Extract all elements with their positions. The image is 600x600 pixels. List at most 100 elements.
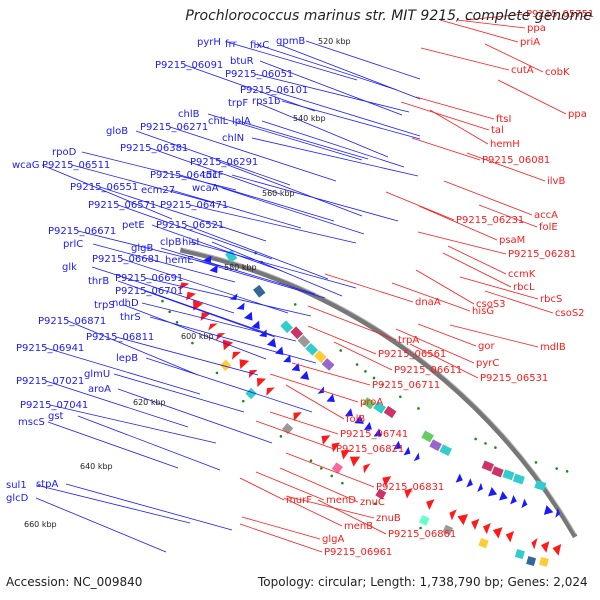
reverse-gene-arrow	[531, 537, 538, 550]
reverse-gene-label: pyrC	[476, 358, 499, 369]
forward-gene-label: stpA	[36, 479, 58, 490]
forward-gene-arrow	[510, 494, 517, 505]
reverse-leader-line	[484, 43, 544, 73]
label-lines	[35, 13, 567, 553]
forward-leader-line	[189, 241, 357, 289]
forward-gene-label: thrS	[120, 312, 141, 323]
reverse-leader-line	[420, 47, 510, 71]
forward-gene-label: P9215_06571	[88, 200, 156, 211]
forward-gene-label: P9215_06471	[160, 200, 228, 211]
reverse-leader-line	[307, 305, 397, 341]
reverse-gene-label: csoS2	[555, 308, 585, 319]
reverse-gene-label: accA	[534, 210, 558, 221]
forward-leader-line	[211, 241, 343, 297]
forward-gene-arrow	[326, 393, 335, 402]
track-tick	[175, 321, 179, 324]
reverse-leader-line	[415, 269, 475, 305]
reverse-gene-label: gor	[478, 341, 495, 352]
forward-leader-line	[219, 161, 363, 217]
category-block	[331, 462, 343, 474]
forward-gene-label: P9215_06271	[140, 122, 208, 133]
category-block	[421, 430, 434, 443]
forward-gene-label: P9215_06691	[115, 273, 183, 284]
category-block	[219, 359, 232, 371]
forward-gene-arrow	[299, 370, 310, 380]
forward-gene-arrow	[251, 320, 260, 330]
forward-gene-arrow	[363, 421, 372, 431]
forward-leader-line	[65, 483, 233, 531]
forward-leader-line	[151, 224, 283, 272]
forward-gene-label: sul1	[6, 480, 27, 491]
forward-gene-arrow	[236, 302, 245, 310]
category-block	[514, 549, 525, 560]
reverse-leader-line	[415, 96, 495, 120]
forward-leader-line	[184, 64, 316, 112]
forward-leader-line	[113, 373, 245, 413]
reverse-gene-label: ppa	[568, 109, 587, 120]
reverse-leader-line	[324, 273, 414, 303]
track-tick	[534, 461, 538, 464]
reverse-gene-arrow	[215, 333, 226, 341]
reverse-gene-label: cutA	[511, 65, 534, 76]
forward-leader-line	[117, 388, 273, 444]
forward-leader-line	[259, 60, 403, 116]
reverse-gene-label: folE	[539, 222, 558, 233]
category-block	[305, 342, 319, 356]
reverse-gene-label: P9215_06561	[378, 349, 446, 360]
reverse-leader-line	[417, 231, 507, 255]
reverse-gene-arrow	[293, 412, 302, 422]
forward-leader-line	[145, 357, 313, 413]
reverse-gene-label: menB	[344, 521, 373, 532]
forward-gene-label: P9215_06511	[42, 160, 110, 171]
map-title: Prochlorococcus marinus str. MIT 9215, c…	[185, 8, 592, 24]
kbp-scale-label: 600 kbp	[181, 332, 214, 341]
category-block	[481, 460, 494, 472]
forward-leader-line	[77, 415, 221, 471]
forward-gene-label: mscS	[18, 417, 45, 428]
reverse-leader-line	[333, 341, 393, 371]
reverse-leader-line	[391, 282, 471, 312]
forward-gene-label: chlN	[222, 133, 244, 144]
forward-gene-label: chlB	[178, 109, 200, 120]
forward-leader-line	[35, 497, 167, 553]
forward-gene-label: wcaG	[12, 160, 40, 171]
forward-gene-label: P9215_06521	[156, 220, 224, 231]
reverse-gene-arrow	[231, 351, 242, 360]
forward-leader-line	[92, 243, 236, 283]
reverse-gene-label: psaM	[499, 235, 525, 246]
category-block	[225, 249, 238, 263]
reverse-leader-line	[484, 290, 554, 314]
forward-leader-line	[117, 280, 273, 336]
reverse-gene-arrow	[239, 359, 250, 370]
reverse-gene-label: ilvB	[547, 176, 565, 187]
track-tick	[565, 470, 569, 473]
forward-leader-line	[144, 277, 312, 317]
forward-leader-line	[47, 421, 179, 469]
track-tick	[484, 442, 487, 445]
kbp-scale-label: 520 kbp	[318, 37, 351, 46]
track-tick	[241, 399, 245, 403]
forward-leader-line	[41, 164, 173, 220]
reverse-gene-arrow	[382, 476, 392, 487]
reverse-gene-arrow	[179, 282, 190, 291]
category-block	[373, 401, 386, 414]
forward-leader-line	[160, 247, 316, 295]
forward-gene-label: frr	[225, 39, 237, 50]
track-tick	[419, 526, 422, 530]
track-tick	[555, 467, 558, 470]
reverse-gene-label: ppa	[527, 23, 546, 34]
reverse-gene-arrow	[541, 541, 550, 553]
forward-gene-label: P9215_06871	[38, 316, 106, 327]
forward-leader-line	[279, 44, 421, 100]
forward-gene-arrow	[521, 498, 528, 509]
forward-gene-arrow	[274, 346, 284, 356]
forward-gene-label: ecm27	[141, 185, 175, 196]
forward-gene-label: lepB	[116, 353, 138, 364]
reverse-gene-arrow	[457, 514, 469, 526]
forward-leader-line	[207, 113, 363, 161]
reverse-gene-arrow	[321, 435, 331, 445]
reverse-gene-label: P9215_06861	[388, 529, 456, 540]
forward-gene-arrow	[499, 491, 508, 501]
track-tick	[474, 437, 477, 441]
forward-leader-line	[194, 259, 326, 299]
